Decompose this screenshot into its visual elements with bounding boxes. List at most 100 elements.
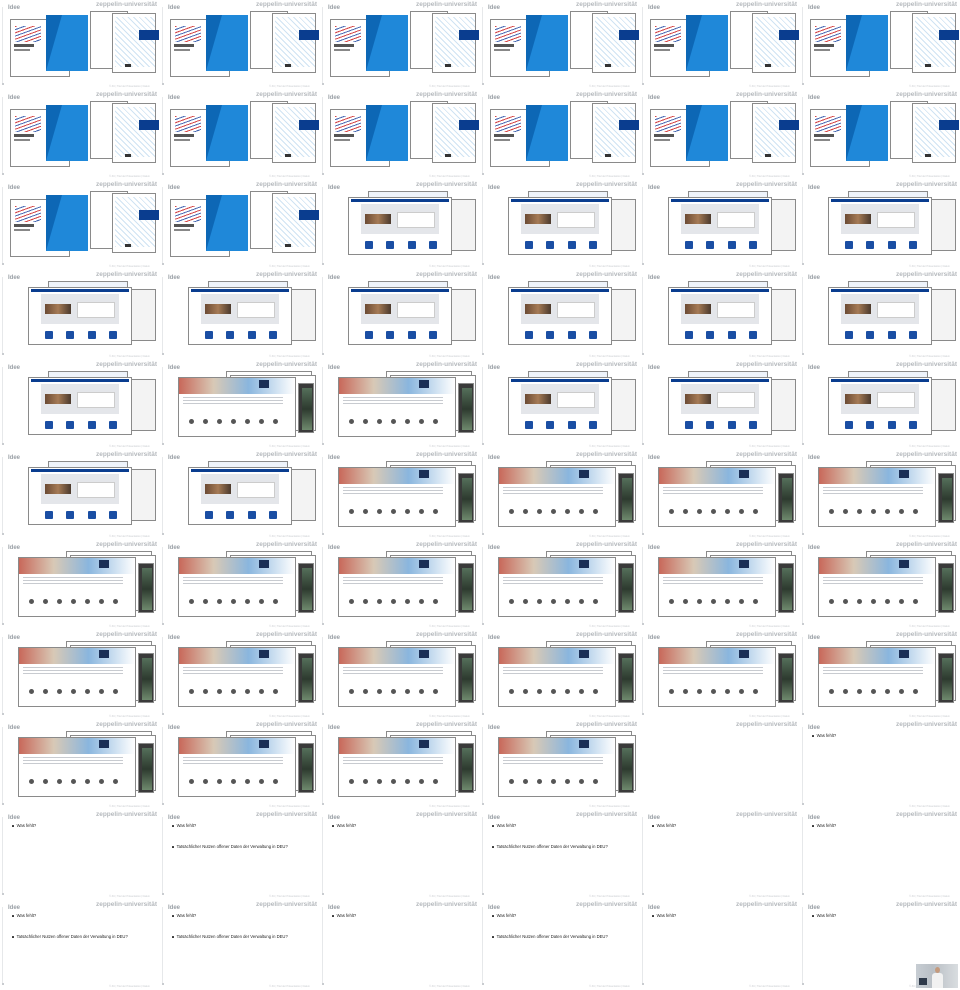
slide-thumbnail[interactable]: Idee zeppelin-universität © ZU | Titel der… [0, 630, 160, 720]
slide-number-marker [642, 893, 644, 895]
portal-side-image [138, 653, 154, 703]
portal-tile-icon [706, 241, 715, 249]
slide-thumbnail[interactable]: Idee zeppelin-universität © ZU | Titel der… [320, 630, 480, 720]
slide-thumbnail[interactable]: Idee zeppelin-universität © ZU | Titel der… [640, 630, 800, 720]
portal-main-window [28, 377, 132, 435]
slide-footer: © ZU | Titel der Präsentation | Datum [269, 175, 310, 178]
slide-thumbnail[interactable]: Idee zeppelin-universität © ZU | Titel der… [640, 90, 800, 180]
portal-category-icon [537, 599, 542, 604]
slide-thumbnail[interactable]: Idee zeppelin-universität © ZU | Titel der… [160, 720, 320, 810]
slide-thumbnail[interactable]: Idee zeppelin-universität © ZU | Titel der… [800, 630, 960, 720]
bullet-was-fehlt: Was fehlt? [332, 913, 356, 918]
slide-thumbnail[interactable]: Idee zeppelin-universität © ZU | Titel der… [480, 180, 640, 270]
slide-thumbnail[interactable]: Idee zeppelin-universität © ZU | Titel der… [800, 90, 960, 180]
slide-thumbnail[interactable]: Idee zeppelin-universität Was fehlt? Tatsäc… [480, 900, 640, 990]
portal-info-box [877, 212, 915, 228]
slide-thumbnail[interactable]: Idee zeppelin-universität © ZU | Titel der… [160, 0, 320, 90]
slide-thumbnail[interactable]: Idee zeppelin-universität © ZU | Titel der… [0, 450, 160, 540]
presenter-video-thumbnail[interactable] [916, 964, 958, 988]
slide-thumbnail[interactable]: Idee zeppelin-universität Was fehlt? © ZU |… [640, 900, 800, 990]
slide-thumbnail[interactable]: Idee zeppelin-universität © ZU | Titel der… [160, 90, 320, 180]
slide-thumbnail[interactable]: Idee zeppelin-universität © ZU | Titel der… [480, 0, 640, 90]
slide-thumbnail[interactable]: Idee zeppelin-universität © ZU | Titel der… [800, 540, 960, 630]
portal-text-rows [23, 667, 123, 675]
slide-thumbnail[interactable]: Idee zeppelin-universität © ZU | Titel der… [0, 180, 160, 270]
slide-thumbnail[interactable]: Idee zeppelin-universität © ZU | Titel der… [640, 540, 800, 630]
slide-thumbnail[interactable]: Idee zeppelin-universität © ZU | Titel der… [800, 360, 960, 450]
slide-thumbnail[interactable]: Idee zeppelin-universität © ZU | Titel der… [0, 360, 160, 450]
slide-thumbnail[interactable]: zeppelin-universität [640, 720, 800, 810]
portal-tile-row [685, 331, 757, 339]
portal-tile-icon [407, 241, 416, 249]
slide-thumbnail[interactable]: Idee zeppelin-universität © ZU | Titel der… [320, 90, 480, 180]
slide-thumbnail[interactable]: Idee zeppelin-universität © ZU | Titel der… [640, 0, 800, 90]
portal-category-icon [245, 779, 250, 784]
brochure-title-text [814, 134, 834, 137]
portal-category-icon [885, 599, 890, 604]
slide-thumbnail[interactable]: Idee zeppelin-universität Was fehlt? Tatsäc… [480, 810, 640, 900]
slide-content: Was fehlt? [808, 821, 958, 891]
slide-thumbnail[interactable]: Idee zeppelin-universität © ZU | Titel der… [0, 90, 160, 180]
portal-category-icon [509, 599, 514, 604]
slide-thumbnail[interactable]: Idee zeppelin-universität © ZU | Titel der… [320, 540, 480, 630]
slide-thumbnail[interactable]: Idee zeppelin-universität © ZU | Titel der… [0, 270, 160, 360]
slide-thumbnail[interactable]: Idee zeppelin-universität © ZU | Titel der… [800, 180, 960, 270]
slide-thumbnail[interactable]: Idee zeppelin-universität © ZU | Titel der… [480, 720, 640, 810]
slide-thumbnail[interactable]: Idee zeppelin-universität © ZU | Titel der… [480, 360, 640, 450]
slide-content [808, 11, 959, 81]
slide-thumbnail[interactable]: Idee zeppelin-universität Was fehlt? © ZU |… [800, 720, 960, 810]
slide-thumbnail[interactable]: Idee zeppelin-universität Was fehlt? © ZU |… [800, 810, 960, 900]
slide-thumbnail[interactable]: Idee zeppelin-universität © ZU | Titel der… [320, 270, 480, 360]
slide-thumbnail[interactable]: Idee zeppelin-universität © ZU | Titel der… [480, 540, 640, 630]
slide-thumbnail[interactable]: Idee zeppelin-universität © ZU | Titel der… [160, 360, 320, 450]
slide-thumbnail[interactable]: Idee zeppelin-universität © ZU | Titel der… [320, 0, 480, 90]
slide-thumbnail[interactable]: Idee zeppelin-universität © ZU | Titel der… [160, 540, 320, 630]
slide-content [8, 371, 158, 441]
brochure-graphic [175, 26, 201, 42]
slide-thumbnail[interactable]: Idee zeppelin-universität © ZU | Titel der… [480, 450, 640, 540]
portal-tile-icon [428, 331, 437, 339]
brochure-map-page [432, 13, 479, 73]
slide-thumbnail[interactable]: Idee zeppelin-universität Was fehlt? Tatsäc… [160, 810, 320, 900]
slide-thumbnail[interactable]: Idee zeppelin-universität © ZU | Titel der… [640, 360, 800, 450]
slide-left-rule [482, 907, 483, 985]
slide-thumbnail[interactable]: Idee zeppelin-universität © ZU | Titel der… [0, 0, 160, 90]
slide-thumbnail[interactable]: Idee zeppelin-universität © ZU | Titel der… [640, 450, 800, 540]
slide-thumbnail[interactable]: Idee zeppelin-universität © ZU | Titel der… [320, 180, 480, 270]
slide-footer: © ZU | Titel der Präsentation | Datum [269, 355, 310, 358]
slide-thumbnail[interactable]: Idee zeppelin-universität © ZU | Titel der… [160, 180, 320, 270]
slide-thumbnail[interactable]: Idee zeppelin-universität © ZU | Titel der… [800, 270, 960, 360]
slide-thumbnail[interactable]: Idee zeppelin-universität Was fehlt? Tatsäc… [0, 900, 160, 990]
slide-thumbnail[interactable]: Idee zeppelin-universität © ZU | Titel der… [640, 270, 800, 360]
slide-thumbnail[interactable]: Idee zeppelin-universität © ZU | Titel der… [320, 450, 480, 540]
slide-thumbnail[interactable]: Idee zeppelin-universität Was fehlt? © ZU |… [0, 810, 160, 900]
slide-footer: © ZU | Titel der Präsentation | Datum [589, 85, 630, 88]
slide-thumbnail[interactable]: Idee zeppelin-universität © ZU | Titel der… [640, 180, 800, 270]
brochure-subtitle-text [494, 139, 510, 141]
slide-thumbnail[interactable]: Idee zeppelin-universität © ZU | Titel der… [480, 90, 640, 180]
slide-thumbnail[interactable]: Idee zeppelin-universität © ZU | Titel der… [160, 630, 320, 720]
slide-brand: zeppelin-universität [95, 271, 157, 278]
slide-thumbnail[interactable]: Idee zeppelin-universität © ZU | Titel der… [0, 540, 160, 630]
slide-footer: © ZU | Titel der Präsentation | Datum [589, 535, 630, 538]
slide-content [328, 11, 479, 81]
slide-thumbnail[interactable]: Idee zeppelin-universität © ZU | Titel der… [320, 360, 480, 450]
brochure-map-page [112, 13, 159, 73]
slide-thumbnail[interactable]: Idee zeppelin-universität © ZU | Titel der… [480, 630, 640, 720]
slide-thumbnail[interactable]: Idee zeppelin-universität © ZU | Titel der… [480, 270, 640, 360]
slide-thumbnail[interactable]: Idee zeppelin-universität © ZU | Titel der… [0, 720, 160, 810]
bullet-text: Was fehlt? [816, 913, 837, 918]
slide-thumbnail[interactable]: Idee zeppelin-universität Was fehlt? © ZU |… [320, 810, 480, 900]
slide-thumbnail[interactable]: Idee zeppelin-universität © ZU | Titel der… [320, 720, 480, 810]
slide-footer: © ZU | Titel der Präsentation | Datum [589, 625, 630, 628]
bullet-was-fehlt: Was fehlt? [492, 913, 516, 918]
slide-thumbnail[interactable]: Idee zeppelin-universität © ZU | Titel der… [800, 0, 960, 90]
slide-thumbnail[interactable]: Idee zeppelin-universität © ZU | Titel der… [160, 270, 320, 360]
slide-thumbnail[interactable]: Idee zeppelin-universität © ZU | Titel der… [800, 450, 960, 540]
slide-thumbnail[interactable]: Idee zeppelin-universität Was fehlt? © ZU |… [320, 900, 480, 990]
slide-thumbnail[interactable]: Idee zeppelin-universität Was fehlt? Tatsäc… [160, 900, 320, 990]
slide-thumbnail[interactable]: Idee zeppelin-universität © ZU | Titel der… [160, 450, 320, 540]
bullet-tatsaechlicher-nutzen: Tatsächlicher Nutzen offener Daten der V… [492, 844, 608, 849]
slide-title: Idee [328, 365, 341, 371]
slide-thumbnail[interactable]: Idee zeppelin-universität Was fehlt? © ZU |… [640, 810, 800, 900]
